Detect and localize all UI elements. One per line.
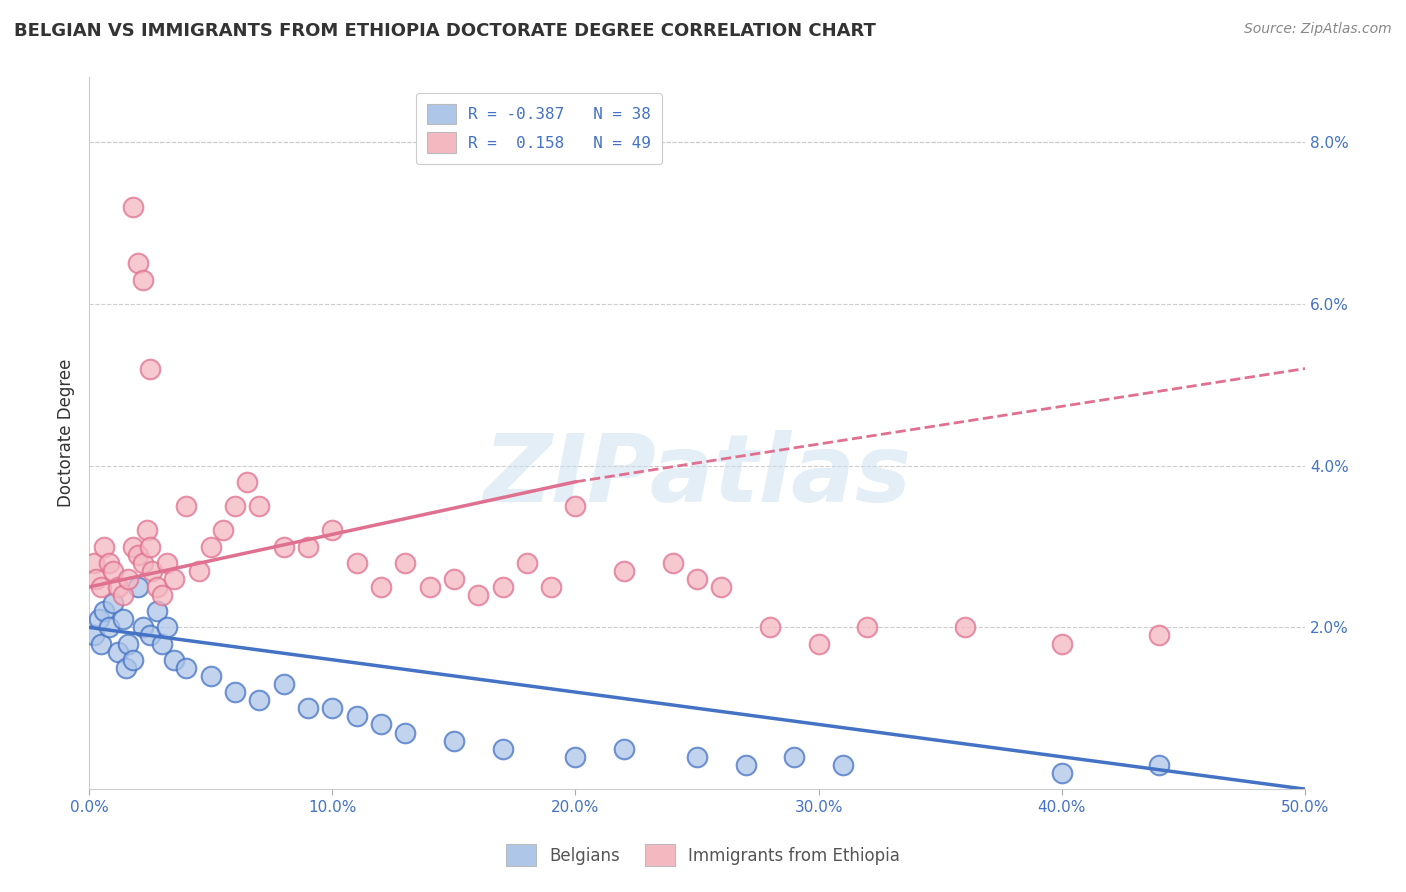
Point xyxy=(187,564,209,578)
Point xyxy=(131,620,153,634)
Point xyxy=(83,628,105,642)
Point xyxy=(856,620,879,634)
Point xyxy=(156,620,179,634)
Point xyxy=(150,636,173,650)
Point xyxy=(93,604,115,618)
Point xyxy=(103,596,125,610)
Y-axis label: Doctorate Degree: Doctorate Degree xyxy=(58,359,75,508)
Point xyxy=(564,749,586,764)
Point xyxy=(1147,628,1170,642)
Point xyxy=(491,741,513,756)
Point xyxy=(710,580,733,594)
Point xyxy=(97,620,120,634)
Point xyxy=(236,475,259,489)
Point xyxy=(141,564,163,578)
Point xyxy=(273,677,295,691)
Point xyxy=(139,361,162,376)
Point xyxy=(247,693,270,707)
Point xyxy=(321,701,343,715)
Point xyxy=(1147,757,1170,772)
Point xyxy=(297,701,319,715)
Point xyxy=(131,272,153,286)
Point xyxy=(443,733,465,747)
Point xyxy=(613,741,636,756)
Point xyxy=(87,612,110,626)
Point xyxy=(163,572,186,586)
Point xyxy=(117,636,139,650)
Legend: R = -0.387   N = 38, R =  0.158   N = 49: R = -0.387 N = 38, R = 0.158 N = 49 xyxy=(416,93,662,164)
Point xyxy=(807,636,830,650)
Point xyxy=(121,653,143,667)
Point xyxy=(370,717,392,731)
Point xyxy=(224,685,246,699)
Point xyxy=(734,757,756,772)
Point xyxy=(759,620,782,634)
Point xyxy=(321,524,343,538)
Point xyxy=(211,524,233,538)
Point xyxy=(146,604,169,618)
Point xyxy=(121,200,143,214)
Point xyxy=(163,653,186,667)
Point xyxy=(107,580,129,594)
Point xyxy=(200,540,222,554)
Point xyxy=(156,556,179,570)
Point xyxy=(139,540,162,554)
Point xyxy=(394,556,416,570)
Point xyxy=(107,645,129,659)
Point xyxy=(112,612,135,626)
Point xyxy=(127,256,149,270)
Point xyxy=(491,580,513,594)
Point xyxy=(467,588,489,602)
Point xyxy=(83,556,105,570)
Point xyxy=(419,580,441,594)
Legend: Belgians, Immigrants from Ethiopia: Belgians, Immigrants from Ethiopia xyxy=(492,831,914,880)
Point xyxy=(86,572,108,586)
Point xyxy=(394,725,416,739)
Point xyxy=(176,661,198,675)
Point xyxy=(247,499,270,513)
Point xyxy=(613,564,636,578)
Point xyxy=(1050,636,1073,650)
Point xyxy=(121,540,143,554)
Point xyxy=(783,749,806,764)
Point xyxy=(346,709,368,723)
Text: ZIPatlas: ZIPatlas xyxy=(484,430,911,522)
Point xyxy=(90,636,112,650)
Point xyxy=(93,540,115,554)
Point xyxy=(103,564,125,578)
Point xyxy=(370,580,392,594)
Point xyxy=(112,588,135,602)
Point xyxy=(686,572,709,586)
Point xyxy=(953,620,976,634)
Point xyxy=(90,580,112,594)
Point xyxy=(224,499,246,513)
Text: Source: ZipAtlas.com: Source: ZipAtlas.com xyxy=(1244,22,1392,37)
Point xyxy=(540,580,562,594)
Point xyxy=(146,580,169,594)
Point xyxy=(686,749,709,764)
Point xyxy=(127,548,149,562)
Point xyxy=(1050,766,1073,780)
Point xyxy=(139,628,162,642)
Point xyxy=(131,556,153,570)
Point xyxy=(114,661,136,675)
Point xyxy=(117,572,139,586)
Point xyxy=(136,524,159,538)
Point xyxy=(200,669,222,683)
Point xyxy=(661,556,683,570)
Point xyxy=(273,540,295,554)
Point xyxy=(127,580,149,594)
Point xyxy=(346,556,368,570)
Point xyxy=(832,757,855,772)
Text: BELGIAN VS IMMIGRANTS FROM ETHIOPIA DOCTORATE DEGREE CORRELATION CHART: BELGIAN VS IMMIGRANTS FROM ETHIOPIA DOCT… xyxy=(14,22,876,40)
Point xyxy=(97,556,120,570)
Point xyxy=(176,499,198,513)
Point xyxy=(297,540,319,554)
Point xyxy=(150,588,173,602)
Point xyxy=(443,572,465,586)
Point xyxy=(516,556,538,570)
Point xyxy=(564,499,586,513)
